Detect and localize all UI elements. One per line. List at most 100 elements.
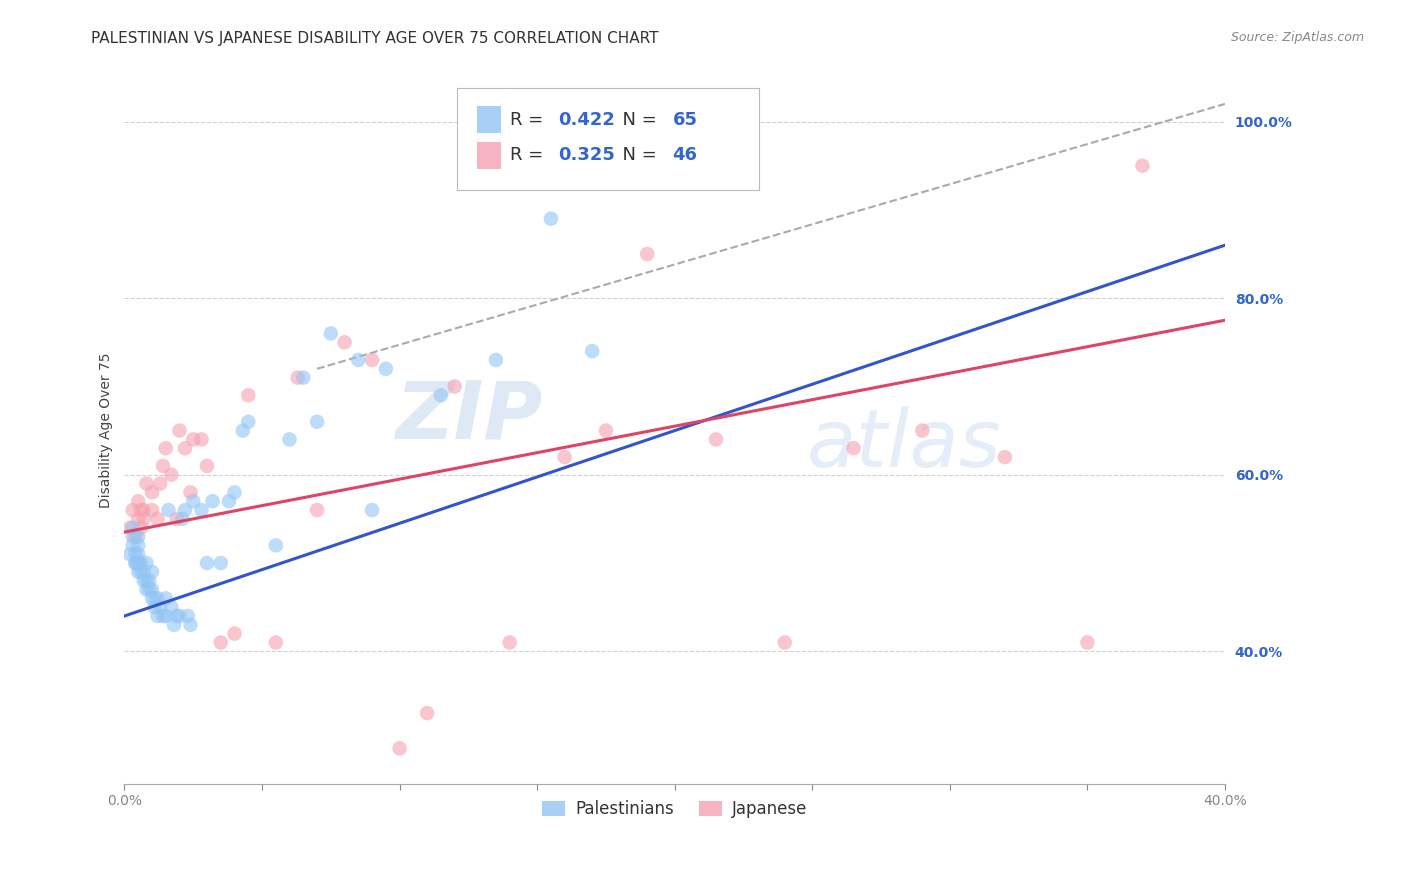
- Point: [287, 370, 309, 384]
- Point: [155, 609, 177, 624]
- Point: [190, 433, 212, 447]
- Point: [195, 458, 218, 473]
- Point: [307, 415, 329, 429]
- Point: [121, 503, 143, 517]
- Point: [554, 450, 576, 464]
- Point: [443, 379, 465, 393]
- Point: [174, 442, 197, 456]
- Point: [485, 353, 508, 368]
- Point: [179, 485, 201, 500]
- FancyBboxPatch shape: [477, 106, 501, 133]
- Point: [292, 370, 315, 384]
- Point: [129, 565, 152, 579]
- Text: R =: R =: [509, 146, 548, 164]
- Point: [181, 494, 204, 508]
- Point: [169, 424, 191, 438]
- Point: [146, 609, 169, 624]
- Point: [636, 247, 658, 261]
- Point: [773, 635, 796, 649]
- Point: [911, 424, 934, 438]
- Point: [581, 344, 603, 359]
- Point: [218, 494, 240, 508]
- Point: [152, 458, 174, 473]
- Point: [209, 635, 232, 649]
- Point: [149, 600, 172, 615]
- Point: [146, 591, 169, 606]
- Point: [118, 521, 141, 535]
- Point: [994, 450, 1017, 464]
- Point: [1076, 635, 1098, 649]
- Point: [135, 476, 157, 491]
- Point: [127, 494, 149, 508]
- Point: [141, 565, 163, 579]
- Point: [118, 547, 141, 561]
- Point: [232, 424, 254, 438]
- Point: [124, 556, 146, 570]
- Point: [307, 503, 329, 517]
- Point: [141, 582, 163, 597]
- Point: [172, 512, 194, 526]
- Point: [160, 467, 183, 482]
- Y-axis label: Disability Age Over 75: Disability Age Over 75: [100, 353, 114, 508]
- Point: [224, 485, 246, 500]
- Point: [127, 556, 149, 570]
- Point: [177, 609, 200, 624]
- Point: [374, 361, 396, 376]
- Text: 0.325: 0.325: [558, 146, 614, 164]
- Point: [174, 503, 197, 517]
- Point: [238, 415, 260, 429]
- Point: [127, 556, 149, 570]
- Point: [138, 574, 160, 588]
- Point: [278, 433, 301, 447]
- Point: [169, 609, 191, 624]
- Point: [704, 433, 727, 447]
- Point: [141, 503, 163, 517]
- Point: [132, 503, 155, 517]
- Point: [160, 600, 183, 615]
- Point: [238, 388, 260, 402]
- Text: PALESTINIAN VS JAPANESE DISABILITY AGE OVER 75 CORRELATION CHART: PALESTINIAN VS JAPANESE DISABILITY AGE O…: [91, 31, 659, 46]
- Point: [264, 538, 287, 552]
- Point: [224, 626, 246, 640]
- Point: [540, 211, 562, 226]
- Point: [127, 565, 149, 579]
- Text: Source: ZipAtlas.com: Source: ZipAtlas.com: [1230, 31, 1364, 45]
- Point: [135, 556, 157, 570]
- Point: [138, 582, 160, 597]
- Point: [146, 512, 169, 526]
- Point: [457, 177, 479, 191]
- Point: [163, 617, 186, 632]
- Text: atlas: atlas: [807, 406, 1001, 483]
- Point: [152, 609, 174, 624]
- Point: [135, 582, 157, 597]
- Point: [124, 529, 146, 543]
- Text: R =: R =: [509, 111, 548, 128]
- Point: [595, 424, 617, 438]
- Point: [416, 706, 439, 720]
- Point: [135, 574, 157, 588]
- Point: [132, 574, 155, 588]
- Point: [155, 442, 177, 456]
- Text: N =: N =: [610, 111, 662, 128]
- Point: [143, 600, 166, 615]
- Point: [143, 591, 166, 606]
- Point: [842, 442, 865, 456]
- Point: [157, 503, 180, 517]
- Point: [141, 485, 163, 500]
- FancyBboxPatch shape: [477, 142, 501, 169]
- Point: [127, 538, 149, 552]
- Point: [347, 353, 370, 368]
- Point: [124, 556, 146, 570]
- Point: [132, 512, 155, 526]
- Point: [388, 741, 411, 756]
- Text: 65: 65: [672, 111, 697, 128]
- Point: [1132, 159, 1154, 173]
- Point: [195, 556, 218, 570]
- Point: [361, 353, 384, 368]
- Point: [121, 521, 143, 535]
- Point: [141, 591, 163, 606]
- Point: [121, 538, 143, 552]
- Point: [124, 547, 146, 561]
- Point: [149, 476, 172, 491]
- Point: [319, 326, 342, 341]
